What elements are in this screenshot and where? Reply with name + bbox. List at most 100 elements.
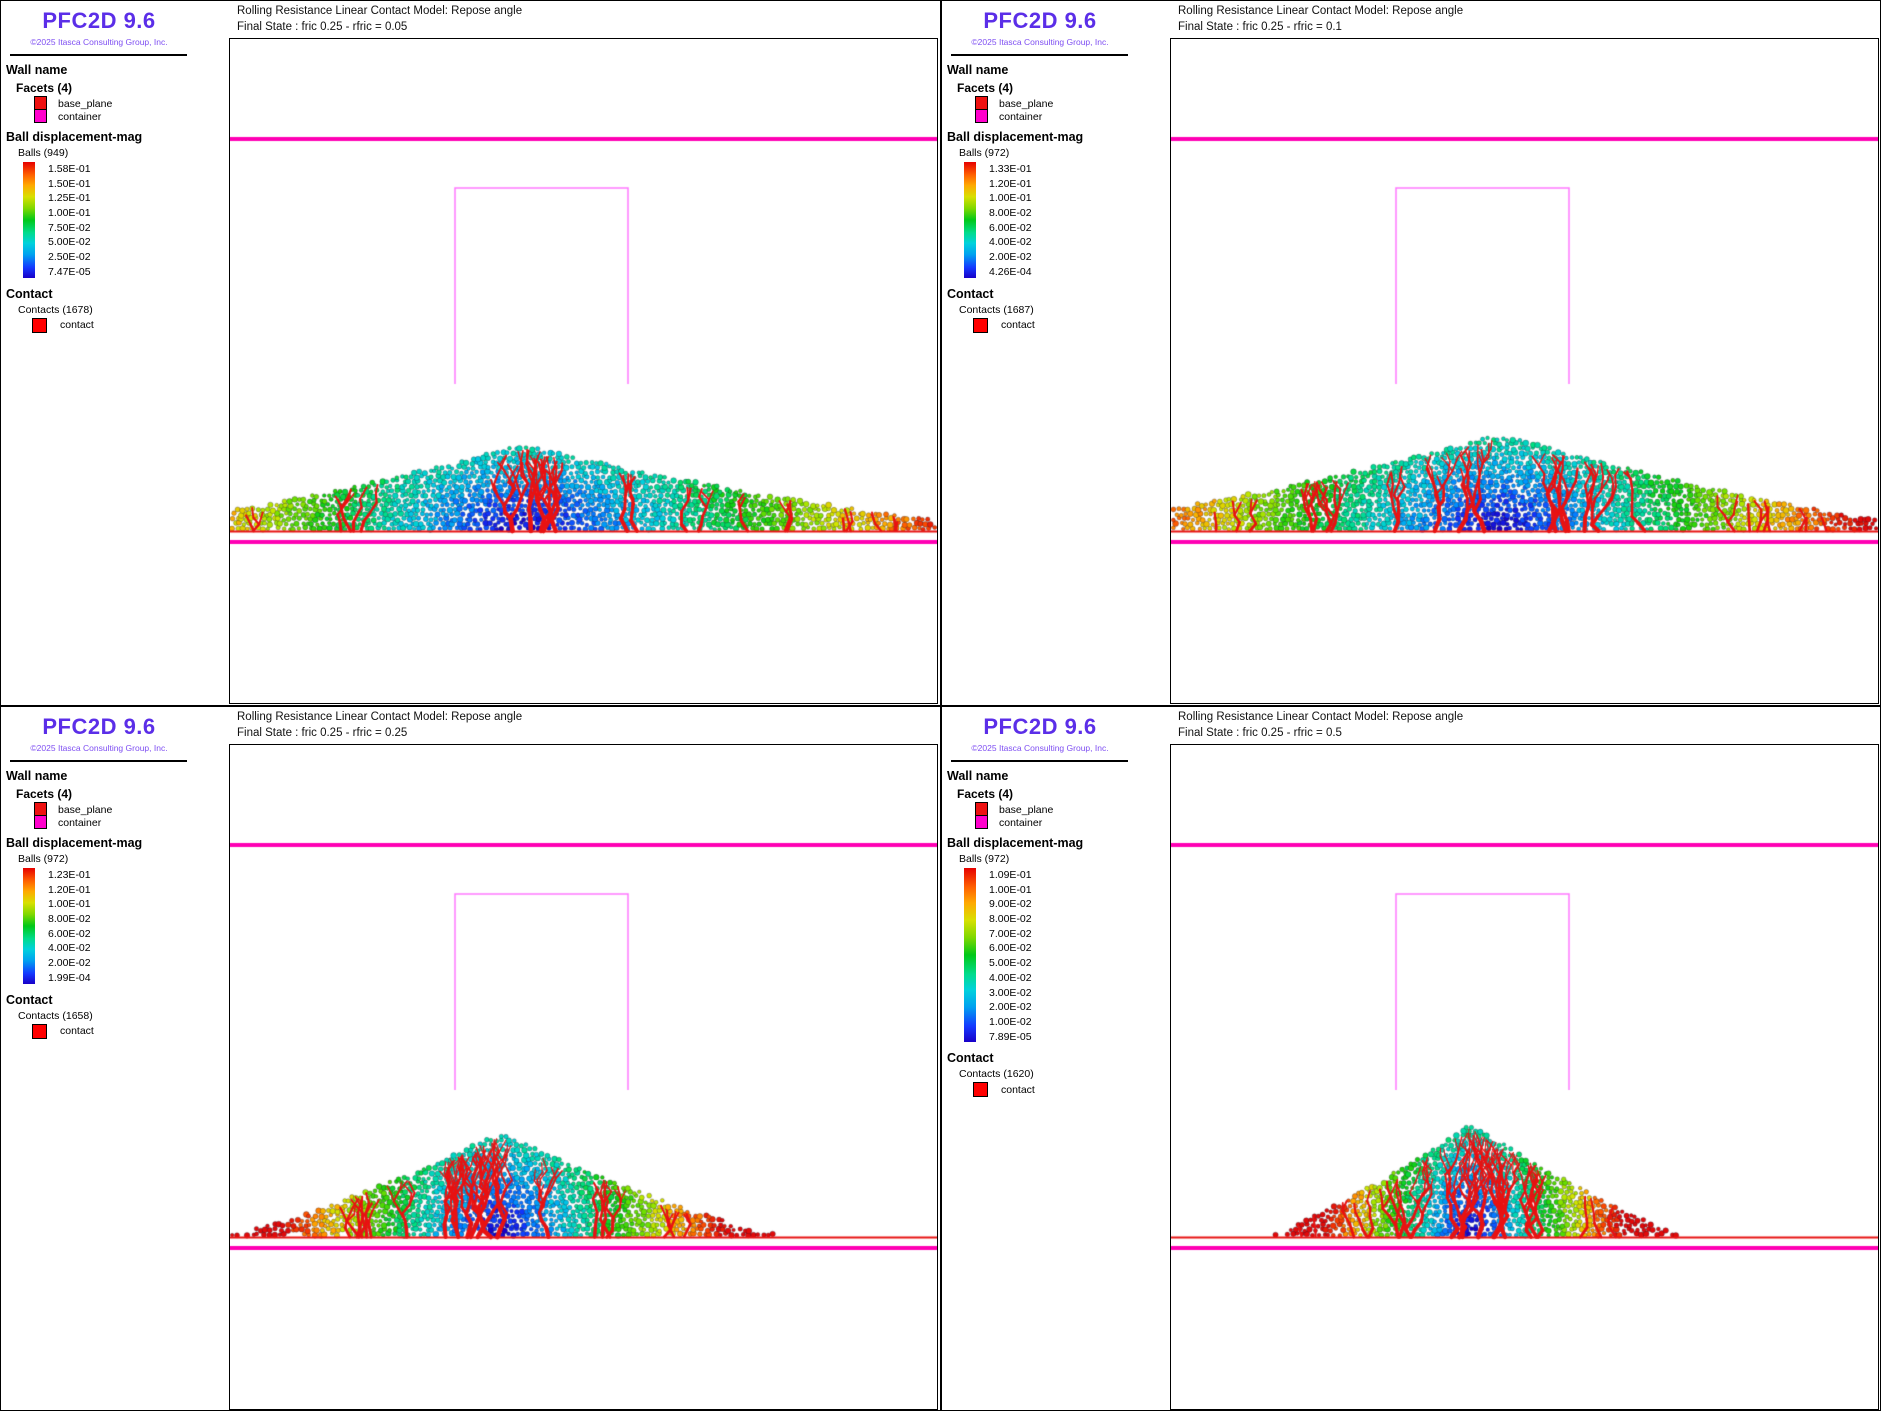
contact-swatch	[973, 317, 988, 333]
contact-label: contact	[1001, 319, 1035, 331]
facet-item: container	[34, 109, 211, 123]
scale-tick-label: 4.26E-04	[989, 265, 1032, 278]
wall-name-heading: Wall name	[6, 769, 68, 783]
facets-heading: Facets (4)	[16, 787, 73, 801]
contacts-count: Contacts (1620)	[959, 1068, 1034, 1081]
contact-legend-row: contact	[973, 317, 1152, 333]
facet-item: container	[34, 815, 211, 829]
legend-divider	[10, 54, 187, 56]
plot-subtitle: Final State : fric 0.25 - rfric = 0.05	[237, 20, 408, 33]
facet-swatch	[34, 96, 47, 110]
model-viewport	[229, 744, 938, 1410]
facet-swatch	[975, 109, 988, 123]
panel-rfric-005: PFC2D 9.6 ©2025 Itasca Consulting Group,…	[0, 0, 941, 706]
color-scale-bar	[23, 868, 35, 984]
balls-count: Balls (972)	[959, 853, 1010, 865]
legend: PFC2D 9.6 ©2025 Itasca Consulting Group,…	[1, 707, 211, 1039]
color-scale-labels: 1.09E-01 1.00E-01 9.00E-02 8.00E-02 7.00E-02…	[989, 868, 1032, 1044]
wall-name-heading: Wall name	[947, 769, 1009, 783]
scale-tick-label: 2.00E-02	[48, 957, 91, 970]
displacement-color-scale: 1.09E-01 1.00E-01 9.00E-02 8.00E-02 7.00E-02…	[964, 868, 1152, 1044]
displacement-color-scale: 1.23E-01 1.20E-01 1.00E-01 8.00E-02 6.00E-02…	[23, 868, 211, 986]
simulation-view[interactable]	[1171, 39, 1878, 703]
displacement-color-scale: 1.58E-01 1.50E-01 1.25E-01 1.00E-01 7.50E-02…	[23, 162, 211, 280]
scale-tick-label: 9.00E-02	[989, 898, 1032, 911]
color-scale-bar	[964, 162, 976, 278]
scale-tick-label: 5.00E-02	[48, 236, 91, 249]
facet-label: base_plane	[999, 97, 1054, 110]
facet-label: container	[999, 110, 1043, 123]
scale-tick-label: 7.50E-02	[48, 221, 91, 234]
contact-legend-row: contact	[32, 1023, 211, 1039]
contact-label: contact	[1001, 1083, 1035, 1096]
facet-swatch	[975, 802, 988, 816]
facets-heading: Facets (4)	[957, 787, 1014, 801]
simulation-view[interactable]	[230, 39, 937, 703]
scale-tick-label: 2.50E-02	[48, 251, 91, 264]
simulation-view[interactable]	[1171, 745, 1878, 1409]
legend: PFC2D 9.6 ©2025 Itasca Consulting Group,…	[942, 707, 1152, 1098]
color-scale-bar	[23, 162, 35, 278]
plot-subtitle: Final State : fric 0.25 - rfric = 0.5	[1178, 726, 1342, 739]
model-viewport	[229, 38, 938, 704]
facet-list: base_plane container	[34, 802, 211, 829]
plot-header: Rolling Resistance Linear Contact Model:…	[1178, 710, 1463, 741]
legend-divider	[951, 760, 1128, 762]
contacts-count: Contacts (1678)	[18, 303, 93, 316]
simulation-view[interactable]	[230, 745, 937, 1409]
ball-displacement-heading: Ball displacement-mag	[6, 836, 143, 850]
copyright-text: ©2025 Itasca Consulting Group, Inc.	[971, 743, 1109, 753]
legend: PFC2D 9.6 ©2025 Itasca Consulting Group,…	[1, 1, 211, 333]
scale-tick-label: 1.23E-01	[48, 869, 91, 881]
scale-tick-label: 8.00E-02	[989, 913, 1032, 926]
contact-heading: Contact	[947, 1051, 994, 1066]
plot-header: Rolling Resistance Linear Contact Model:…	[237, 710, 522, 741]
facet-swatch	[34, 109, 47, 123]
copyright-text: ©2025 Itasca Consulting Group, Inc.	[30, 743, 168, 753]
app-title: PFC2D 9.6	[42, 8, 156, 33]
contact-legend-row: contact	[973, 1082, 1152, 1098]
contacts-count: Contacts (1687)	[959, 303, 1034, 316]
scale-tick-label: 7.00E-02	[989, 927, 1032, 940]
scale-tick-label: 1.00E-02	[989, 1015, 1032, 1028]
facet-label: container	[999, 816, 1043, 829]
facet-label: base_plane	[58, 97, 113, 110]
ball-displacement-heading: Ball displacement-mag	[6, 130, 143, 144]
copyright-text: ©2025 Itasca Consulting Group, Inc.	[971, 37, 1109, 47]
facet-swatch	[34, 815, 47, 829]
scale-tick-label: 1.33E-01	[989, 163, 1032, 175]
facet-item: container	[975, 815, 1152, 829]
facet-item: base_plane	[34, 96, 211, 110]
facet-swatch	[975, 96, 988, 110]
color-scale-labels: 1.23E-01 1.20E-01 1.00E-01 8.00E-02 6.00E-02…	[48, 868, 91, 986]
scale-tick-label: 7.47E-05	[48, 265, 91, 278]
scale-tick-label: 1.50E-01	[48, 177, 91, 190]
facets-heading: Facets (4)	[16, 81, 73, 95]
scale-tick-label: 1.20E-01	[48, 883, 91, 896]
color-scale-labels: 1.58E-01 1.50E-01 1.25E-01 1.00E-01 7.50E-02…	[48, 162, 91, 280]
scale-tick-label: 3.00E-02	[989, 986, 1032, 999]
plot-title: Rolling Resistance Linear Contact Model:…	[237, 711, 523, 723]
app-title: PFC2D 9.6	[983, 714, 1097, 739]
scale-tick-label: 5.00E-02	[989, 957, 1032, 970]
scale-tick-label: 2.00E-02	[989, 1001, 1032, 1014]
color-scale-bar	[964, 868, 976, 1043]
contacts-count: Contacts (1658)	[18, 1009, 93, 1022]
facet-list: base_plane container	[975, 96, 1152, 123]
scale-tick-label: 4.00E-02	[989, 971, 1032, 984]
facet-label: container	[58, 110, 102, 123]
scale-tick-label: 1.00E-01	[48, 898, 91, 911]
plot-header: Rolling Resistance Linear Contact Model:…	[1178, 4, 1463, 35]
legend: PFC2D 9.6 ©2025 Itasca Consulting Group,…	[942, 1, 1152, 333]
scale-tick-label: 7.89E-05	[989, 1030, 1032, 1043]
facet-list: base_plane container	[34, 96, 211, 123]
legend-divider	[10, 760, 187, 762]
scale-tick-label: 6.00E-02	[989, 942, 1032, 955]
facet-label: container	[58, 816, 102, 829]
scale-tick-label: 1.09E-01	[989, 869, 1032, 881]
scale-tick-label: 1.00E-01	[989, 883, 1032, 896]
scale-tick-label: 4.00E-02	[989, 236, 1032, 249]
ball-displacement-heading: Ball displacement-mag	[947, 836, 1084, 850]
contact-swatch	[32, 317, 47, 333]
